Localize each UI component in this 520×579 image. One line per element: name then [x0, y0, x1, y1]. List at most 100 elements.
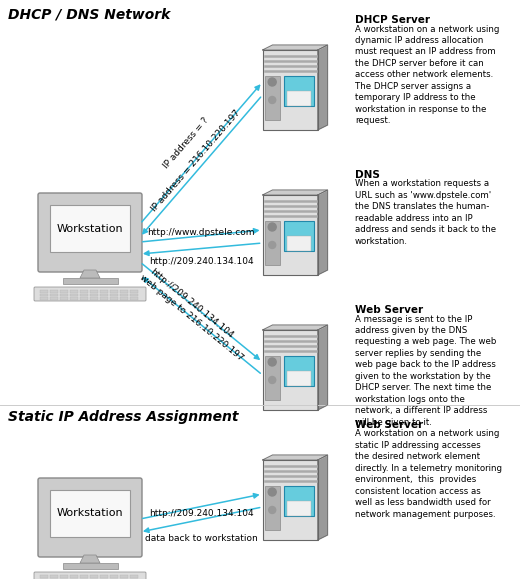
Text: A workstation on a network using
dynamic IP address allocation
must request an I: A workstation on a network using dynamic… — [355, 24, 499, 125]
Text: Workstation: Workstation — [57, 508, 123, 519]
FancyBboxPatch shape — [263, 195, 318, 275]
Text: IP address = ?: IP address = ? — [162, 116, 211, 170]
FancyBboxPatch shape — [120, 294, 128, 296]
FancyBboxPatch shape — [40, 575, 48, 577]
FancyBboxPatch shape — [60, 290, 68, 292]
Text: When a workstation requests a
URL such as 'www.dpstele.com'
the DNS translates t: When a workstation requests a URL such a… — [355, 179, 496, 245]
Text: http://209.240.134.104: http://209.240.134.104 — [148, 267, 235, 340]
Polygon shape — [318, 455, 328, 540]
FancyBboxPatch shape — [50, 290, 58, 292]
FancyBboxPatch shape — [70, 575, 78, 577]
Text: A message is sent to the IP
address given by the DNS
requesting a web page. The : A message is sent to the IP address give… — [355, 314, 497, 427]
Polygon shape — [80, 555, 100, 563]
Circle shape — [268, 78, 276, 86]
FancyBboxPatch shape — [80, 297, 88, 299]
FancyBboxPatch shape — [130, 294, 138, 296]
FancyBboxPatch shape — [120, 290, 128, 292]
FancyBboxPatch shape — [287, 91, 310, 107]
FancyBboxPatch shape — [284, 76, 314, 107]
FancyBboxPatch shape — [60, 294, 68, 296]
FancyBboxPatch shape — [50, 575, 58, 577]
Circle shape — [269, 376, 276, 383]
FancyBboxPatch shape — [62, 278, 118, 284]
FancyBboxPatch shape — [263, 460, 318, 540]
Text: data back to workstation: data back to workstation — [145, 534, 257, 543]
FancyBboxPatch shape — [70, 290, 78, 292]
FancyBboxPatch shape — [287, 236, 310, 251]
FancyBboxPatch shape — [100, 575, 108, 577]
Polygon shape — [318, 325, 328, 410]
FancyBboxPatch shape — [284, 221, 314, 251]
FancyBboxPatch shape — [265, 356, 280, 400]
Polygon shape — [263, 325, 328, 330]
FancyBboxPatch shape — [263, 330, 318, 410]
FancyBboxPatch shape — [120, 297, 128, 299]
FancyBboxPatch shape — [90, 575, 98, 577]
FancyBboxPatch shape — [70, 297, 78, 299]
Text: http://209.240.134.104: http://209.240.134.104 — [149, 257, 254, 266]
FancyBboxPatch shape — [80, 290, 88, 292]
Polygon shape — [318, 190, 328, 275]
Polygon shape — [318, 45, 328, 130]
FancyBboxPatch shape — [90, 294, 98, 296]
FancyBboxPatch shape — [284, 356, 314, 386]
FancyBboxPatch shape — [265, 486, 280, 530]
Text: DHCP Server: DHCP Server — [355, 15, 430, 25]
Polygon shape — [80, 270, 100, 278]
Text: Web Server: Web Server — [355, 305, 423, 315]
FancyBboxPatch shape — [80, 575, 88, 577]
FancyBboxPatch shape — [110, 294, 118, 296]
FancyBboxPatch shape — [38, 193, 142, 272]
FancyBboxPatch shape — [50, 297, 58, 299]
FancyBboxPatch shape — [60, 297, 68, 299]
FancyBboxPatch shape — [50, 205, 130, 252]
FancyBboxPatch shape — [110, 297, 118, 299]
FancyBboxPatch shape — [110, 290, 118, 292]
FancyBboxPatch shape — [50, 490, 130, 537]
Polygon shape — [263, 190, 328, 195]
FancyBboxPatch shape — [110, 575, 118, 577]
FancyBboxPatch shape — [100, 297, 108, 299]
FancyBboxPatch shape — [130, 575, 138, 577]
FancyBboxPatch shape — [38, 478, 142, 557]
Polygon shape — [263, 45, 328, 50]
Text: http://www.dpstele.com: http://www.dpstele.com — [148, 228, 255, 237]
FancyBboxPatch shape — [40, 294, 48, 296]
Text: Workstation: Workstation — [57, 223, 123, 233]
Text: IP address = 216.10.220.197: IP address = 216.10.220.197 — [150, 108, 242, 214]
FancyBboxPatch shape — [70, 294, 78, 296]
Text: A workstation on a network using
static IP addressing accesses
the desired netwo: A workstation on a network using static … — [355, 430, 502, 519]
Circle shape — [269, 241, 276, 248]
FancyBboxPatch shape — [40, 297, 48, 299]
FancyBboxPatch shape — [50, 294, 58, 296]
FancyBboxPatch shape — [34, 287, 146, 301]
Text: DHCP / DNS Network: DHCP / DNS Network — [8, 8, 171, 22]
Text: http://209.240.134.104: http://209.240.134.104 — [149, 509, 254, 518]
FancyBboxPatch shape — [34, 572, 146, 579]
FancyBboxPatch shape — [265, 221, 280, 265]
FancyBboxPatch shape — [287, 501, 310, 516]
Text: Static IP Address Assignment: Static IP Address Assignment — [8, 410, 239, 424]
Text: web page to 216.10.220.197: web page to 216.10.220.197 — [138, 273, 245, 363]
FancyBboxPatch shape — [60, 575, 68, 577]
FancyBboxPatch shape — [287, 371, 310, 386]
Circle shape — [268, 488, 276, 496]
Circle shape — [269, 97, 276, 104]
FancyBboxPatch shape — [263, 50, 318, 130]
FancyBboxPatch shape — [120, 575, 128, 577]
Circle shape — [269, 507, 276, 514]
FancyBboxPatch shape — [80, 294, 88, 296]
FancyBboxPatch shape — [130, 297, 138, 299]
FancyBboxPatch shape — [90, 290, 98, 292]
FancyBboxPatch shape — [100, 290, 108, 292]
FancyBboxPatch shape — [90, 297, 98, 299]
Circle shape — [268, 358, 276, 366]
FancyBboxPatch shape — [265, 76, 280, 120]
FancyBboxPatch shape — [62, 563, 118, 569]
Polygon shape — [263, 455, 328, 460]
FancyBboxPatch shape — [130, 290, 138, 292]
FancyBboxPatch shape — [284, 486, 314, 516]
Circle shape — [268, 223, 276, 231]
FancyBboxPatch shape — [100, 294, 108, 296]
Text: Web Server: Web Server — [355, 420, 423, 430]
